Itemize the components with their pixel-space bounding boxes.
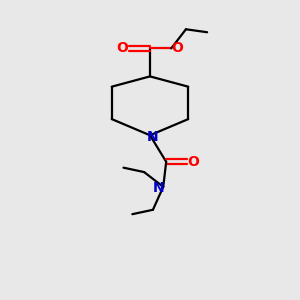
Text: O: O [172, 41, 184, 56]
Text: O: O [116, 41, 128, 56]
Text: N: N [153, 181, 165, 195]
Text: N: N [147, 130, 159, 144]
Text: O: O [187, 155, 199, 169]
